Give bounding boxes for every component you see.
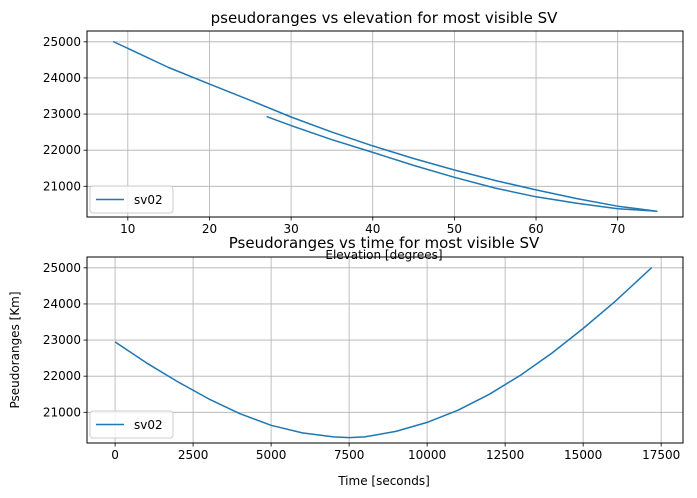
- legend-box: [89, 185, 174, 214]
- elevation-plot-xlabel: Elevation [degrees]: [325, 248, 442, 262]
- x-tick-label: 20: [202, 222, 217, 236]
- x-tick-label: 2500: [178, 448, 209, 462]
- x-tick-label: 15000: [564, 448, 602, 462]
- elevation-plot-frame: [86, 30, 684, 218]
- x-tick-label: 0: [111, 448, 119, 462]
- time-plot-ylabel: Pseudoranges [Km]: [8, 291, 22, 408]
- x-tick-label: 60: [528, 222, 543, 236]
- series-line-sv02: [114, 266, 653, 439]
- x-tick-label: 7500: [334, 448, 365, 462]
- time-plot-frame: [86, 256, 684, 444]
- x-tick-label: 10000: [408, 448, 446, 462]
- y-tick-label: 22000: [43, 369, 81, 383]
- x-tick-label: 5000: [256, 448, 287, 462]
- time-plot-xlabel: Time [seconds]: [337, 474, 430, 488]
- y-tick-label: 25000: [43, 35, 81, 49]
- x-tick-label: 10: [120, 222, 135, 236]
- y-tick-label: 23000: [43, 333, 81, 347]
- x-tick-label: 50: [447, 222, 462, 236]
- time-plot: 0 2500 5000 7500 10000 12500 15000 17500 21000 22…: [8, 234, 684, 488]
- time-plot-title: Pseudoranges vs time for most visible SV: [229, 234, 540, 252]
- y-tick-label: 23000: [43, 107, 81, 121]
- y-tick-label: 24000: [43, 71, 81, 85]
- y-tick-label: 25000: [43, 261, 81, 275]
- x-tick-label: 12500: [486, 448, 524, 462]
- legend-box: [89, 410, 174, 439]
- y-tick-label: 22000: [43, 143, 81, 157]
- series-line-sv02: [112, 40, 658, 212]
- elevation-plot: pseudoranges vs elevation for most visib…: [43, 9, 684, 262]
- legend-label-sv02: sv02: [134, 418, 163, 432]
- x-tick-label: 40: [365, 222, 380, 236]
- y-tick-label: 24000: [43, 297, 81, 311]
- y-tick-label: 21000: [43, 179, 81, 193]
- elevation-plot-legend: sv02: [89, 185, 174, 214]
- time-plot-legend: sv02: [89, 410, 174, 439]
- x-tick-label: 70: [610, 222, 625, 236]
- x-tick-label: 30: [283, 222, 298, 236]
- elevation-plot-title: pseudoranges vs elevation for most visib…: [211, 9, 559, 27]
- y-tick-label: 21000: [43, 405, 81, 419]
- legend-label-sv02: sv02: [134, 193, 163, 207]
- x-tick-label: 17500: [642, 448, 680, 462]
